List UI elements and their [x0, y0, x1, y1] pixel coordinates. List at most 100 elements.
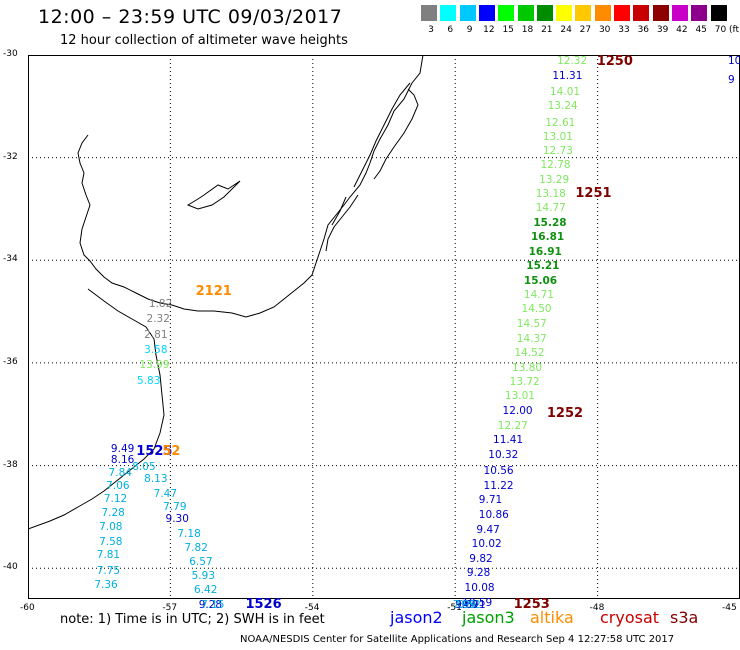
wave-height-value: 6.42	[194, 584, 218, 597]
color-scale-unit: (ft)	[729, 25, 740, 35]
wave-height-value: 5.93	[191, 569, 216, 582]
wave-height-value: 9.82	[469, 552, 493, 565]
rev-number-label: 1525	[136, 444, 173, 460]
latitude-label: -30	[3, 49, 18, 59]
wave-height-value: 7.36	[94, 578, 118, 591]
wave-height-value: 11.41	[493, 433, 524, 446]
color-scale-label: 39	[656, 25, 669, 35]
color-scale-label: 45	[695, 25, 707, 35]
rev-number-label: 1253	[513, 597, 550, 612]
wave-height-value: 2.32	[146, 313, 170, 326]
wave-height-value: 13.80	[512, 362, 543, 375]
longitude-label: -54	[304, 603, 320, 613]
wave-height-value: 14.57	[516, 318, 547, 331]
page-subtitle: 12 hour collection of altimeter wave hei…	[60, 33, 348, 48]
wave-height-value: 9.47	[476, 523, 500, 536]
color-swatch	[536, 5, 553, 21]
wave-height-value: 8.05	[132, 460, 156, 473]
wave-height-value: 13.01	[504, 390, 535, 403]
satellite-legend-cryosat: cryosat	[600, 608, 660, 627]
rev-number-label: 1526	[245, 597, 282, 612]
wave-height-value: 14.77	[535, 201, 566, 214]
wave-height-value: 14.37	[516, 332, 547, 345]
wave-height-value: 9.30	[165, 513, 189, 526]
wave-height-value: 14.71	[523, 289, 554, 302]
map-area	[28, 55, 740, 599]
satellite-legend-jason3: jason3	[462, 608, 515, 627]
color-scale-label: 24	[560, 25, 572, 35]
wave-height-value: 9.28	[466, 567, 491, 580]
color-swatch	[594, 5, 611, 21]
color-scale-label: 12	[483, 25, 495, 35]
wave-height-value: 13.24	[547, 100, 578, 113]
footer-credit: NOAA/NESDIS Center for Satellite Applica…	[240, 634, 675, 645]
wave-height-value: 1.82	[148, 297, 173, 310]
color-swatch	[633, 5, 650, 21]
note-text: note: 1) Time is in UTC; 2) SWH is in fe…	[60, 612, 325, 627]
coastline	[77, 55, 424, 318]
wave-height-value: 9.49	[110, 443, 135, 456]
color-swatch	[691, 5, 708, 21]
wave-height-value: 9.71	[462, 599, 486, 611]
rev-number-label: 1251	[575, 185, 612, 201]
rev-number-label: 1252	[546, 406, 584, 422]
wave-height-value: 12.00	[502, 404, 533, 417]
color-swatch	[517, 5, 534, 21]
wave-height-value: 9.71	[478, 494, 503, 507]
wave-height-value: 7.08	[99, 521, 123, 534]
graticule	[28, 55, 740, 599]
latitude-label: -38	[3, 459, 18, 470]
color-scale-label: 36	[637, 25, 650, 35]
color-swatch	[614, 5, 630, 21]
wave-height-value: 10.32	[488, 449, 519, 462]
wave-height-value: 9	[728, 73, 735, 86]
wave-height-value: 3.58	[144, 344, 168, 357]
color-scale-label: 9	[466, 25, 473, 35]
color-swatch	[710, 5, 727, 21]
color-swatch	[421, 5, 437, 21]
coastline-south	[28, 288, 165, 530]
wave-height-value: 7.18	[177, 527, 201, 540]
river-plate-estuary	[186, 180, 241, 210]
wave-height-value: 14.01	[550, 85, 581, 98]
wave-height-value: 12.61	[545, 117, 576, 130]
wave-height-value: 10.86	[478, 508, 509, 521]
wave-height-value: 10.08	[464, 581, 495, 594]
wave-height-value: 6.57	[189, 556, 213, 569]
color-scale-label: 6	[447, 25, 454, 35]
wave-height-value: 14.50	[521, 303, 552, 316]
wave-height-value: 13.01	[542, 131, 573, 144]
latitude-label: -32	[3, 151, 18, 162]
latitude-label: -40	[3, 562, 18, 573]
wave-height-value: 8.13	[144, 473, 168, 486]
wave-height-value: 15.28	[533, 216, 567, 229]
wave-height-value: 7.82	[184, 541, 208, 554]
wave-height-value: 12.32	[557, 55, 588, 68]
color-scale-label: 33	[618, 25, 630, 35]
wave-height-value: 11.22	[483, 480, 514, 493]
color-swatch	[671, 5, 688, 21]
wave-height-value: 7.12	[103, 492, 128, 505]
wave-height-value: 7.47	[153, 487, 178, 500]
wave-height-value: 16.81	[531, 231, 565, 244]
rev-number-label: 2121	[195, 284, 232, 300]
wave-height-value: 7.75	[96, 564, 121, 577]
wave-height-value: 16.91	[528, 245, 562, 258]
wave-height-value: 13.72	[509, 376, 540, 389]
wave-height-value: 14.52	[514, 347, 545, 360]
longitude-label: -48	[589, 603, 605, 613]
latitude-label: -34	[3, 254, 18, 265]
wave-height-value: 8.16	[110, 454, 135, 467]
wave-height-value: 7.06	[106, 480, 130, 493]
wave-height-value: 15.21	[526, 260, 560, 273]
color-scale-label: 21	[541, 25, 553, 35]
longitude-label: -57	[162, 603, 178, 613]
color-scale-label: 27	[579, 25, 592, 35]
wave-height-value: 7.81	[96, 549, 121, 562]
rev-number-label: 1250	[596, 54, 633, 70]
wave-height-value: 7.15	[201, 599, 225, 611]
wave-height-value: 13.99	[139, 359, 170, 372]
wave-height-value: 5.83	[137, 374, 161, 387]
wave-height-value: 7.28	[101, 506, 125, 519]
longitude-label: -60	[20, 603, 35, 613]
